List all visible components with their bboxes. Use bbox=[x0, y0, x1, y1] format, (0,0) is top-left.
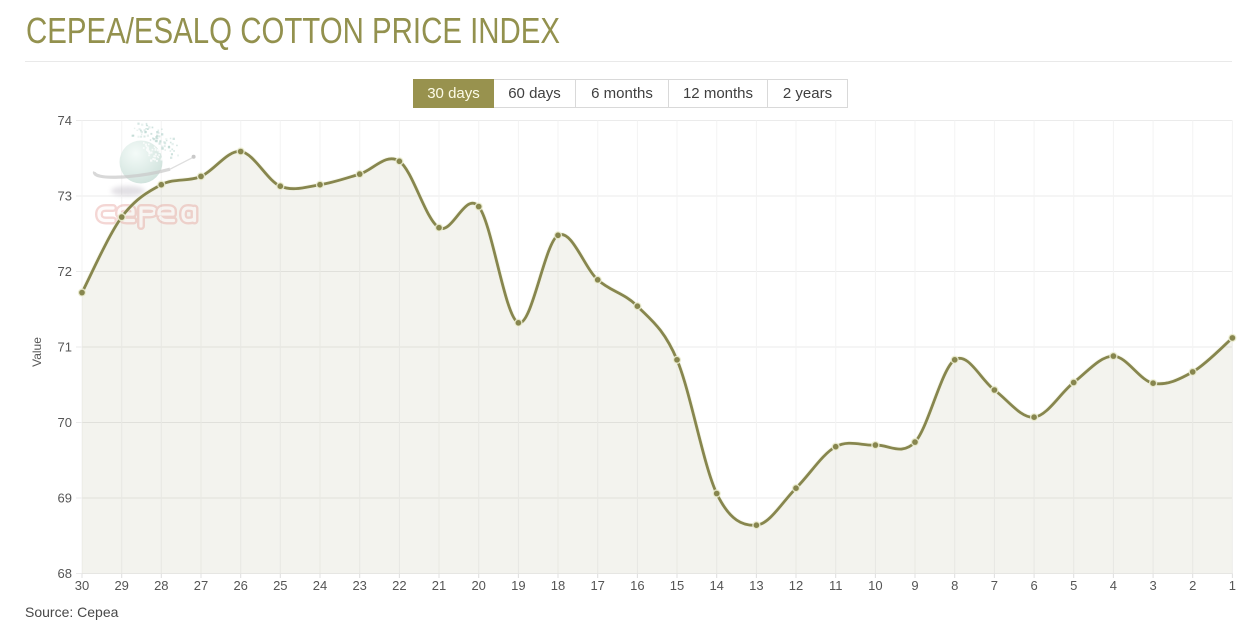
svg-text:24: 24 bbox=[313, 578, 327, 593]
svg-text:29: 29 bbox=[114, 578, 128, 593]
svg-text:3: 3 bbox=[1149, 578, 1156, 593]
svg-text:11: 11 bbox=[829, 578, 843, 593]
svg-text:69: 69 bbox=[58, 491, 72, 506]
svg-text:15: 15 bbox=[670, 578, 684, 593]
svg-text:Value: Value bbox=[30, 337, 44, 367]
svg-text:25: 25 bbox=[273, 578, 287, 593]
svg-text:73: 73 bbox=[58, 189, 72, 204]
svg-text:26: 26 bbox=[233, 578, 247, 593]
svg-text:74: 74 bbox=[58, 113, 72, 128]
svg-text:14: 14 bbox=[709, 578, 723, 593]
svg-text:70: 70 bbox=[58, 415, 72, 430]
svg-text:4: 4 bbox=[1110, 578, 1117, 593]
svg-text:23: 23 bbox=[352, 578, 366, 593]
svg-text:19: 19 bbox=[511, 578, 525, 593]
svg-text:12: 12 bbox=[789, 578, 803, 593]
svg-text:9: 9 bbox=[911, 578, 918, 593]
svg-text:6: 6 bbox=[1030, 578, 1037, 593]
svg-text:27: 27 bbox=[194, 578, 208, 593]
svg-text:16: 16 bbox=[630, 578, 644, 593]
svg-text:7: 7 bbox=[991, 578, 998, 593]
svg-text:30: 30 bbox=[75, 578, 89, 593]
svg-text:13: 13 bbox=[749, 578, 763, 593]
svg-text:71: 71 bbox=[58, 340, 72, 355]
svg-text:68: 68 bbox=[58, 566, 72, 581]
svg-text:17: 17 bbox=[590, 578, 604, 593]
svg-text:2: 2 bbox=[1189, 578, 1196, 593]
svg-text:1: 1 bbox=[1229, 578, 1236, 593]
svg-text:28: 28 bbox=[154, 578, 168, 593]
svg-text:10: 10 bbox=[868, 578, 882, 593]
svg-text:18: 18 bbox=[551, 578, 565, 593]
svg-text:22: 22 bbox=[392, 578, 406, 593]
svg-text:8: 8 bbox=[951, 578, 958, 593]
svg-text:21: 21 bbox=[432, 578, 446, 593]
svg-text:20: 20 bbox=[471, 578, 485, 593]
svg-text:72: 72 bbox=[58, 264, 72, 279]
svg-text:5: 5 bbox=[1070, 578, 1077, 593]
